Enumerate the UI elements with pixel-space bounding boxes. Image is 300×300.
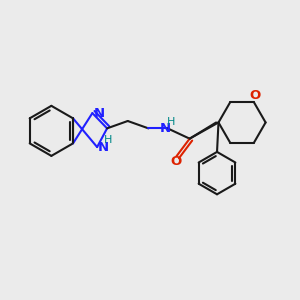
Text: H: H xyxy=(167,117,175,127)
Text: O: O xyxy=(170,155,181,168)
Text: H: H xyxy=(104,135,112,145)
Text: N: N xyxy=(160,122,171,135)
Text: O: O xyxy=(250,89,261,102)
Text: N: N xyxy=(98,141,109,154)
Text: N: N xyxy=(93,106,104,120)
